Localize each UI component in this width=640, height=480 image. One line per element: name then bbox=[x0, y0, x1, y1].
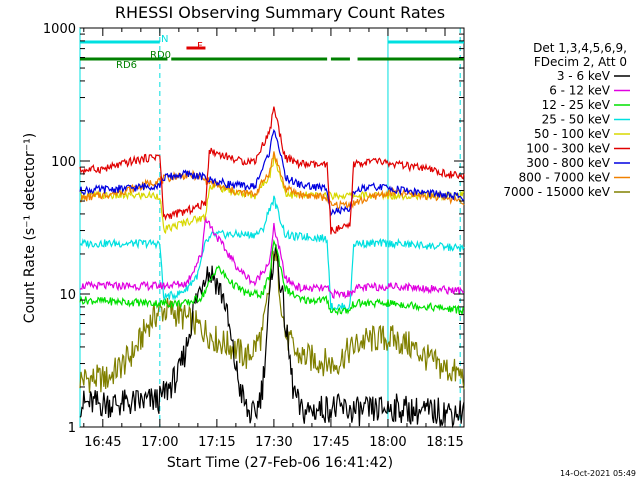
chart-title: RHESSI Observing Summary Count Rates bbox=[115, 3, 445, 22]
y-tick-label: 100 bbox=[51, 155, 76, 170]
x-tick-label: 18:15 bbox=[426, 435, 463, 450]
x-tick-label: 17:45 bbox=[312, 435, 349, 450]
legend-header-line: Det 1,3,4,5,6,9, bbox=[533, 41, 627, 55]
x-tick-label: 17:15 bbox=[198, 435, 235, 450]
x-axis-label: Start Time (27-Feb-06 16:41:42) bbox=[167, 455, 393, 471]
status-flags: N F RD0 RD6 bbox=[80, 34, 464, 71]
y-tick-label: 10 bbox=[59, 288, 76, 303]
x-axis: 16:45 17:00 17:15 17:30 17:45 18:00 18:15 bbox=[83, 28, 465, 450]
x-tick-label: 16:45 bbox=[84, 435, 121, 450]
plot-area bbox=[79, 27, 465, 428]
series-line-3-6-kev bbox=[79, 244, 465, 429]
series-line-7000-15000-kev bbox=[79, 247, 465, 393]
series-line-25-50-kev bbox=[79, 195, 465, 313]
legend-entry-label: 300 - 800 keV bbox=[526, 156, 610, 170]
legend: Det 1,3,4,5,6,9,FDecim 2, Att 03 - 6 keV… bbox=[503, 41, 630, 199]
series-line-300-800-kev bbox=[79, 128, 465, 217]
generated-timestamp: 14-Oct-2021 05:49 bbox=[560, 469, 636, 478]
series-line-12-25-kev bbox=[79, 239, 465, 316]
flag-f-label: F bbox=[197, 41, 203, 52]
series-line-6-12-kev bbox=[79, 216, 465, 300]
x-tick-label: 18:00 bbox=[369, 435, 406, 450]
series-line-50-100-kev bbox=[79, 155, 465, 235]
plot-frame bbox=[79, 27, 465, 428]
y-tick-label: 1 bbox=[68, 421, 76, 436]
y-tick-label: 1000 bbox=[43, 22, 76, 37]
legend-entry-label: 3 - 6 keV bbox=[557, 69, 611, 83]
night-markers bbox=[79, 28, 461, 427]
flag-rd6-label: RD6 bbox=[116, 60, 137, 71]
legend-entry-label: 25 - 50 keV bbox=[542, 113, 611, 127]
x-tick-label: 17:00 bbox=[141, 435, 178, 450]
series-lines bbox=[79, 106, 465, 429]
flag-n-label: N bbox=[161, 34, 168, 45]
legend-entry-label: 50 - 100 keV bbox=[534, 127, 611, 141]
series-line-100-300-kev bbox=[79, 106, 465, 235]
x-tick-label: 17:30 bbox=[255, 435, 292, 450]
legend-entry-label: 6 - 12 keV bbox=[549, 84, 611, 98]
legend-entry-label: 12 - 25 keV bbox=[542, 98, 611, 112]
legend-entry-label: 800 - 7000 keV bbox=[519, 171, 611, 185]
series-line-800-7000-kev bbox=[79, 151, 465, 210]
legend-entry-label: 7000 - 15000 keV bbox=[503, 185, 610, 199]
legend-header-line: FDecim 2, Att 0 bbox=[534, 55, 627, 69]
legend-entry-label: 100 - 300 keV bbox=[526, 142, 610, 156]
y-axis: 1 10 100 1000 bbox=[43, 22, 464, 436]
y-axis-label: Count Rate (s⁻¹ detector⁻¹) bbox=[22, 133, 38, 323]
flag-rd0-label: RD0 bbox=[150, 50, 171, 61]
